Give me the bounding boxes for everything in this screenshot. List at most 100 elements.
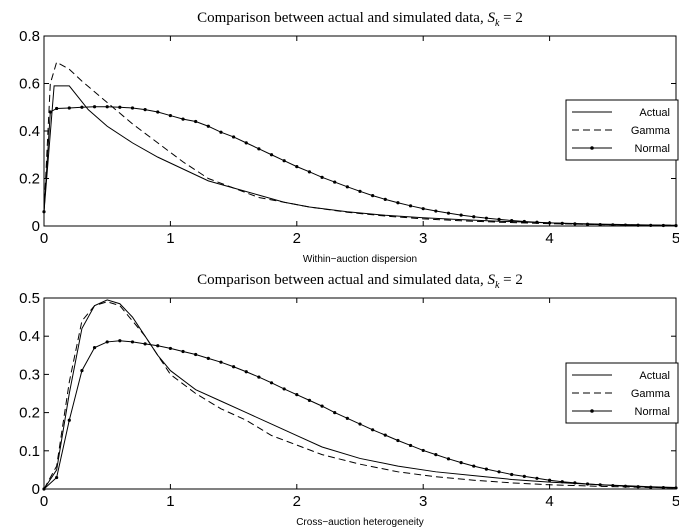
- data-point-normal: [67, 106, 71, 110]
- y-tick-label: 0: [32, 481, 40, 498]
- data-point-normal: [522, 219, 526, 224]
- x-tick-label: 0: [40, 493, 48, 510]
- y-tick-label: 0.8: [19, 28, 40, 45]
- data-point-normal: [118, 339, 122, 343]
- data-point-normal: [80, 368, 84, 373]
- data-point-normal: [282, 159, 286, 163]
- y-tick-label: 0.2: [19, 171, 40, 188]
- data-point-normal: [92, 105, 97, 109]
- data-point-normal: [143, 342, 147, 346]
- data-point-normal: [649, 223, 653, 228]
- chart-title-text: Comparison between actual and simulated …: [197, 10, 487, 26]
- chart-title-subscript: k: [495, 280, 500, 291]
- legend-label-actual: Actual: [639, 370, 670, 382]
- data-point-normal: [408, 443, 413, 448]
- data-point-normal: [130, 340, 135, 344]
- data-point-normal: [143, 108, 147, 112]
- y-tick-label: 0.4: [19, 123, 40, 140]
- data-point-normal: [232, 365, 236, 369]
- data-point-normal: [459, 213, 463, 217]
- chart-title-math: S: [487, 10, 495, 26]
- data-point-normal: [421, 448, 425, 453]
- y-tick-label: 0: [32, 218, 40, 235]
- data-point-normal: [358, 189, 362, 193]
- data-point-normal: [168, 346, 172, 351]
- data-point-normal: [92, 346, 97, 350]
- x-axis-label: Within−auction dispersion: [303, 254, 417, 265]
- y-tick-label: 0.4: [19, 328, 40, 345]
- chart-title-subscript: k: [495, 18, 500, 29]
- legend: Actual Gamma Normal: [565, 362, 679, 424]
- data-point-normal: [535, 476, 539, 480]
- data-point-normal: [371, 194, 375, 198]
- data-point-normal: [636, 223, 640, 227]
- x-tick-label: 3: [419, 493, 427, 510]
- chart-title-suffix: = 2: [499, 10, 522, 26]
- data-point-normal: [573, 481, 577, 485]
- data-point-normal: [396, 438, 400, 443]
- data-point-normal: [358, 422, 362, 426]
- data-point-normal: [55, 475, 59, 480]
- data-point-normal: [194, 352, 198, 357]
- data-point-normal: [408, 204, 413, 208]
- data-point-normal: [661, 486, 665, 490]
- data-point-normal: [446, 211, 451, 215]
- data-point-normal: [244, 141, 248, 145]
- data-point-normal: [257, 375, 261, 379]
- x-tick-label: 0: [40, 230, 48, 247]
- x-tick-label: 4: [545, 230, 553, 247]
- data-point-normal: [345, 416, 349, 420]
- data-point-normal: [661, 223, 665, 228]
- data-point-normal: [105, 105, 109, 109]
- x-tick-label: 4: [545, 493, 553, 510]
- data-point-normal: [497, 470, 501, 474]
- data-point-normal: [118, 105, 122, 109]
- chart-title-suffix: = 2: [499, 272, 522, 288]
- data-point-normal: [232, 135, 236, 139]
- x-tick-label: 5: [672, 493, 679, 510]
- data-point-normal: [55, 106, 59, 111]
- data-point-normal: [307, 170, 312, 174]
- data-point-normal: [206, 124, 210, 128]
- legend-label-normal: Normal: [635, 143, 670, 155]
- x-tick-label: 3: [419, 230, 427, 247]
- data-point-normal: [282, 387, 286, 391]
- data-point-normal: [383, 197, 387, 201]
- series-line-actual: [43, 299, 677, 490]
- data-point-normal: [598, 483, 602, 487]
- y-tick-label: 0.1: [19, 443, 40, 460]
- data-point-normal: [674, 486, 678, 490]
- data-point-normal: [307, 398, 312, 402]
- data-point-normal: [333, 180, 337, 184]
- data-point-normal: [472, 215, 476, 219]
- legend-marker-normal: [590, 409, 594, 413]
- data-point-normal: [333, 411, 337, 415]
- data-point-normal: [585, 222, 590, 226]
- data-point-normal: [484, 467, 488, 471]
- data-point-normal: [535, 220, 539, 224]
- legend-label-normal: Normal: [635, 406, 670, 418]
- data-point-normal: [421, 207, 425, 211]
- data-point-normal: [42, 487, 46, 491]
- data-point-normal: [295, 393, 299, 397]
- data-point-normal: [510, 218, 514, 223]
- data-point-normal: [257, 147, 261, 151]
- data-point-normal: [484, 216, 488, 220]
- data-point-normal: [181, 349, 185, 354]
- data-point-normal: [244, 370, 248, 374]
- legend-label-gamma: Gamma: [631, 388, 671, 400]
- x-tick-label: 5: [672, 230, 679, 247]
- x-axis-label: Cross−auction heterogeneity: [296, 517, 424, 528]
- y-tick-label: 0.6: [19, 76, 40, 93]
- data-point-normal: [396, 201, 400, 205]
- data-point-normal: [497, 217, 501, 221]
- x-tick-label: 1: [166, 230, 174, 247]
- data-point-normal: [269, 153, 274, 157]
- data-point-normal: [623, 484, 628, 488]
- y-tick-label: 0.5: [19, 290, 40, 307]
- data-point-normal: [194, 119, 198, 124]
- legend: Actual Gamma Normal: [565, 99, 679, 161]
- y-tick-label: 0.3: [19, 366, 40, 383]
- data-point-normal: [434, 453, 438, 457]
- data-point-normal: [548, 478, 552, 482]
